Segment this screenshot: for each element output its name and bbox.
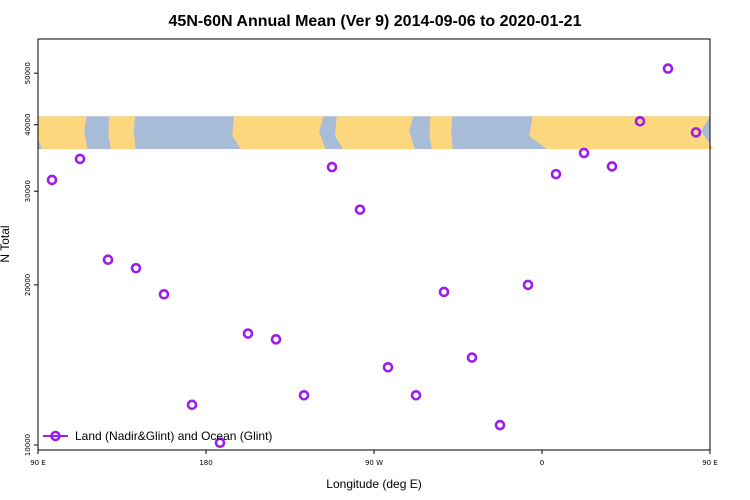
- data-point: [578, 147, 590, 159]
- data-point: [690, 127, 702, 138]
- data-point: [158, 288, 170, 300]
- x-tick-label: 90 E: [30, 459, 46, 467]
- legend-point-marker: [50, 430, 61, 442]
- y-tick-label: 50000: [24, 62, 32, 84]
- y-axis-label: N Total: [0, 225, 12, 262]
- x-tick-label: 0: [540, 459, 544, 467]
- x-tick-label: 90 W: [365, 459, 383, 467]
- map-land-canada-east: [335, 116, 415, 150]
- data-point: [354, 204, 366, 215]
- data-point: [634, 115, 646, 127]
- data-point: [550, 168, 562, 180]
- legend-entry: Land (Nadir&Glint) and Ocean (Glint): [75, 429, 272, 443]
- y-axis-ticks: 10000 20000 30000 40000 50000: [24, 62, 38, 456]
- data-points: [46, 63, 702, 449]
- data-point: [382, 361, 394, 373]
- map-land-kamchatka: [108, 116, 136, 150]
- data-point: [662, 63, 674, 74]
- y-tick-label: 20000: [24, 274, 32, 296]
- data-point: [298, 390, 310, 401]
- y-tick-label: 40000: [24, 114, 32, 136]
- x-axis-ticks: 90 E 180 90 W 0 90 E: [30, 450, 718, 467]
- data-point: [214, 437, 226, 449]
- chart-title: 45N-60N Annual Mean (Ver 9) 2014-09-06 t…: [169, 13, 582, 30]
- data-point: [410, 390, 422, 401]
- x-tick-label: 180: [199, 459, 212, 467]
- y-tick-label: 30000: [24, 180, 32, 202]
- map-land-alaska-canada: [232, 116, 326, 150]
- background-map-band: [37, 116, 714, 150]
- data-point: [130, 262, 142, 274]
- data-point: [466, 352, 478, 363]
- data-point: [522, 279, 534, 291]
- plot-frame: [37, 38, 711, 451]
- data-point: [46, 174, 58, 186]
- legend: Land (Nadir&Glint) and Ocean (Glint): [43, 429, 272, 443]
- y-tick-label: 10000: [24, 434, 32, 456]
- map-land-asia: [37, 116, 88, 150]
- data-point: [270, 334, 282, 345]
- data-point: [102, 254, 114, 266]
- data-point: [74, 153, 86, 165]
- data-point: [242, 328, 254, 339]
- x-axis-label: Longitude (deg E): [326, 477, 421, 491]
- data-point: [606, 161, 618, 172]
- data-point: [186, 399, 198, 411]
- data-point: [326, 161, 338, 173]
- data-point: [438, 286, 450, 298]
- x-tick-label: 90 E: [702, 459, 718, 467]
- map-land-europe-asia: [529, 116, 714, 150]
- map-land-greenland: [429, 116, 453, 150]
- data-point: [494, 419, 506, 431]
